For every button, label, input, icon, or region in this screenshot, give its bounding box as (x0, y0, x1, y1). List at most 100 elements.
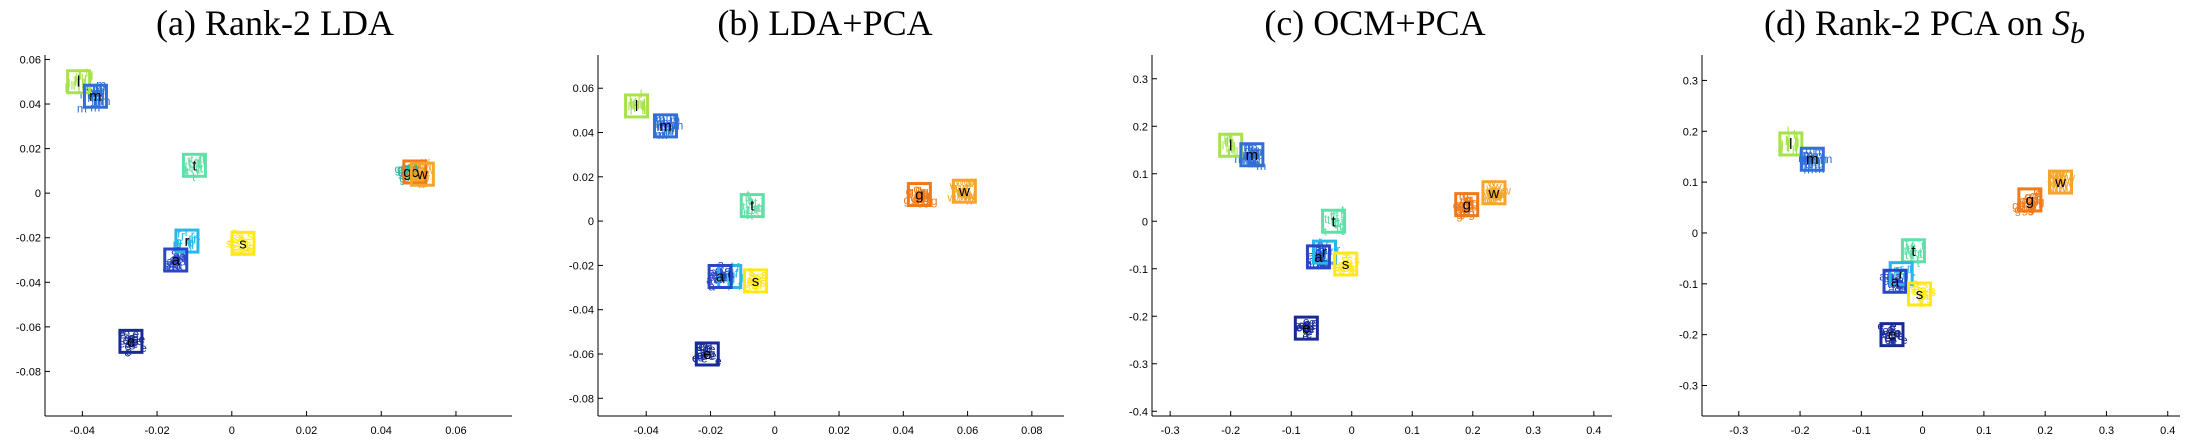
scatter-point: r (1894, 267, 1898, 281)
scatter-plot: -0.3 -0.2 -0.1 0 0.1 0.2 0.3 0.4 -0.4 -0.3 -0.2 -0.… (1129, 55, 1612, 437)
scatter-point: s (757, 273, 763, 287)
scatter-point: e (1894, 326, 1901, 340)
scatter-point: m (665, 121, 675, 135)
scatter-point: l (629, 96, 632, 110)
scatter-point: w (2058, 168, 2068, 182)
scatter-point: l (78, 77, 81, 91)
scatter-point: s (243, 236, 249, 250)
scatter-point: f (732, 270, 736, 284)
scatter-point: t (746, 206, 750, 220)
scatter-point: l (1795, 142, 1798, 156)
scatter-point: m (1249, 148, 1259, 162)
cluster-centroid-box (2017, 187, 2043, 213)
scatter-point: l (632, 99, 635, 113)
scatter-point: w (956, 186, 966, 200)
x-tick-label: -0.3 (1161, 425, 1180, 437)
scatter-point: r (1329, 245, 1333, 259)
scatter-point: l (1787, 140, 1790, 154)
scatter-point: e (1880, 327, 1887, 341)
scatter-point: g (1467, 192, 1474, 206)
scatter-point: s (753, 278, 759, 292)
cluster-label: r (1899, 266, 1904, 283)
scatter-point: s (234, 232, 240, 246)
scatter-point: w (1489, 184, 1499, 198)
scatter-point: g (398, 166, 405, 180)
scatter-point: r (1906, 268, 1910, 282)
x-tick-label: 0 (229, 425, 235, 437)
scatter-point: s (1334, 260, 1340, 274)
scatter-point: m (1250, 147, 1260, 161)
scatter-point: a (173, 250, 180, 264)
scatter-point: t (757, 201, 761, 215)
scatter-point: g (406, 162, 413, 176)
scatter-point: m (1804, 156, 1814, 170)
scatter-point: a (721, 268, 728, 282)
panel-b: (b) LDA+PCA -0.04 -0.02 0 0.02 0.04 0.06 0.08-… (550, 0, 1100, 441)
scatter-point: l (1795, 144, 1798, 158)
scatter-point: s (753, 278, 759, 292)
scatter-point: m (88, 86, 98, 100)
scatter-point: l (638, 94, 641, 108)
scatter-point: s (1923, 287, 1929, 301)
scatter-point: g (919, 186, 926, 200)
scatter-point: t (1909, 250, 1913, 264)
scatter-point: m (662, 110, 672, 124)
scatter-point: t (1334, 217, 1338, 231)
scatter-point: e (140, 341, 147, 355)
scatter-point: s (761, 268, 767, 282)
scatter-point: a (719, 271, 726, 285)
scatter-point: a (176, 259, 183, 273)
scatter-point: w (2055, 168, 2065, 182)
scatter-point: g (1459, 190, 1466, 204)
scatter-point: w (1485, 192, 1495, 206)
scatter-point: t (1907, 244, 1911, 258)
scatter-point: g (916, 188, 923, 202)
scatter-point: g (1459, 201, 1466, 215)
scatter-point: e (1307, 321, 1314, 335)
scatter-point: s (756, 269, 762, 283)
scatter-point: t (745, 190, 749, 204)
scatter-point: l (1794, 140, 1797, 154)
scatter-point: w (2056, 173, 2066, 187)
scatter-point: c (412, 162, 418, 176)
scatter-point: w (2055, 176, 2065, 190)
scatter-point: t (191, 163, 195, 177)
scatter-point: m (1812, 153, 1822, 167)
scatter-point: l (82, 76, 85, 90)
scatter-point: w (966, 189, 976, 203)
scatter-point: t (1904, 244, 1908, 258)
scatter-point: s (1918, 289, 1924, 303)
scatter-point: r (185, 234, 189, 248)
scatter-point: w (953, 192, 963, 206)
scatter-point: f (741, 271, 745, 285)
scatter-point: w (1492, 179, 1502, 193)
scatter-point: s (750, 268, 756, 282)
scatter-point: t (1911, 248, 1915, 262)
y-tick-label: 0 (1142, 216, 1148, 228)
scatter-point: m (1248, 141, 1258, 155)
scatter-point: g (917, 189, 924, 203)
scatter-point: r (189, 235, 193, 249)
scatter-point: w (950, 181, 960, 195)
scatter-point: s (759, 275, 765, 289)
scatter-point: w (1487, 191, 1497, 205)
cluster-label: m (1246, 147, 1259, 164)
scatter-point: a (179, 255, 186, 269)
scatter-point: l (633, 101, 636, 115)
scatter-point: m (1809, 153, 1819, 167)
scatter-point: e (1890, 333, 1897, 347)
scatter-point: g (1458, 198, 1465, 212)
cluster-label: t (192, 157, 197, 174)
scatter-point: r (1324, 248, 1328, 262)
x-tick-label: 0 (1920, 425, 1926, 437)
scatter-point: g (404, 168, 411, 182)
y-tick-label: -0.04 (569, 305, 594, 317)
scatter-point: a (1314, 252, 1321, 266)
panel-c: (c) OCM+PCA -0.3 -0.2 -0.1 0 0.1 0.2 0.3 0.4 -0.… (1100, 0, 1650, 441)
scatter-point: a (1317, 237, 1324, 251)
scatter-point: e (1885, 327, 1892, 341)
scatter-point: t (753, 202, 757, 216)
scatter-point: w (1498, 188, 1508, 202)
scatter-point: t (1910, 241, 1914, 255)
y-tick-label: -0.08 (569, 393, 594, 405)
